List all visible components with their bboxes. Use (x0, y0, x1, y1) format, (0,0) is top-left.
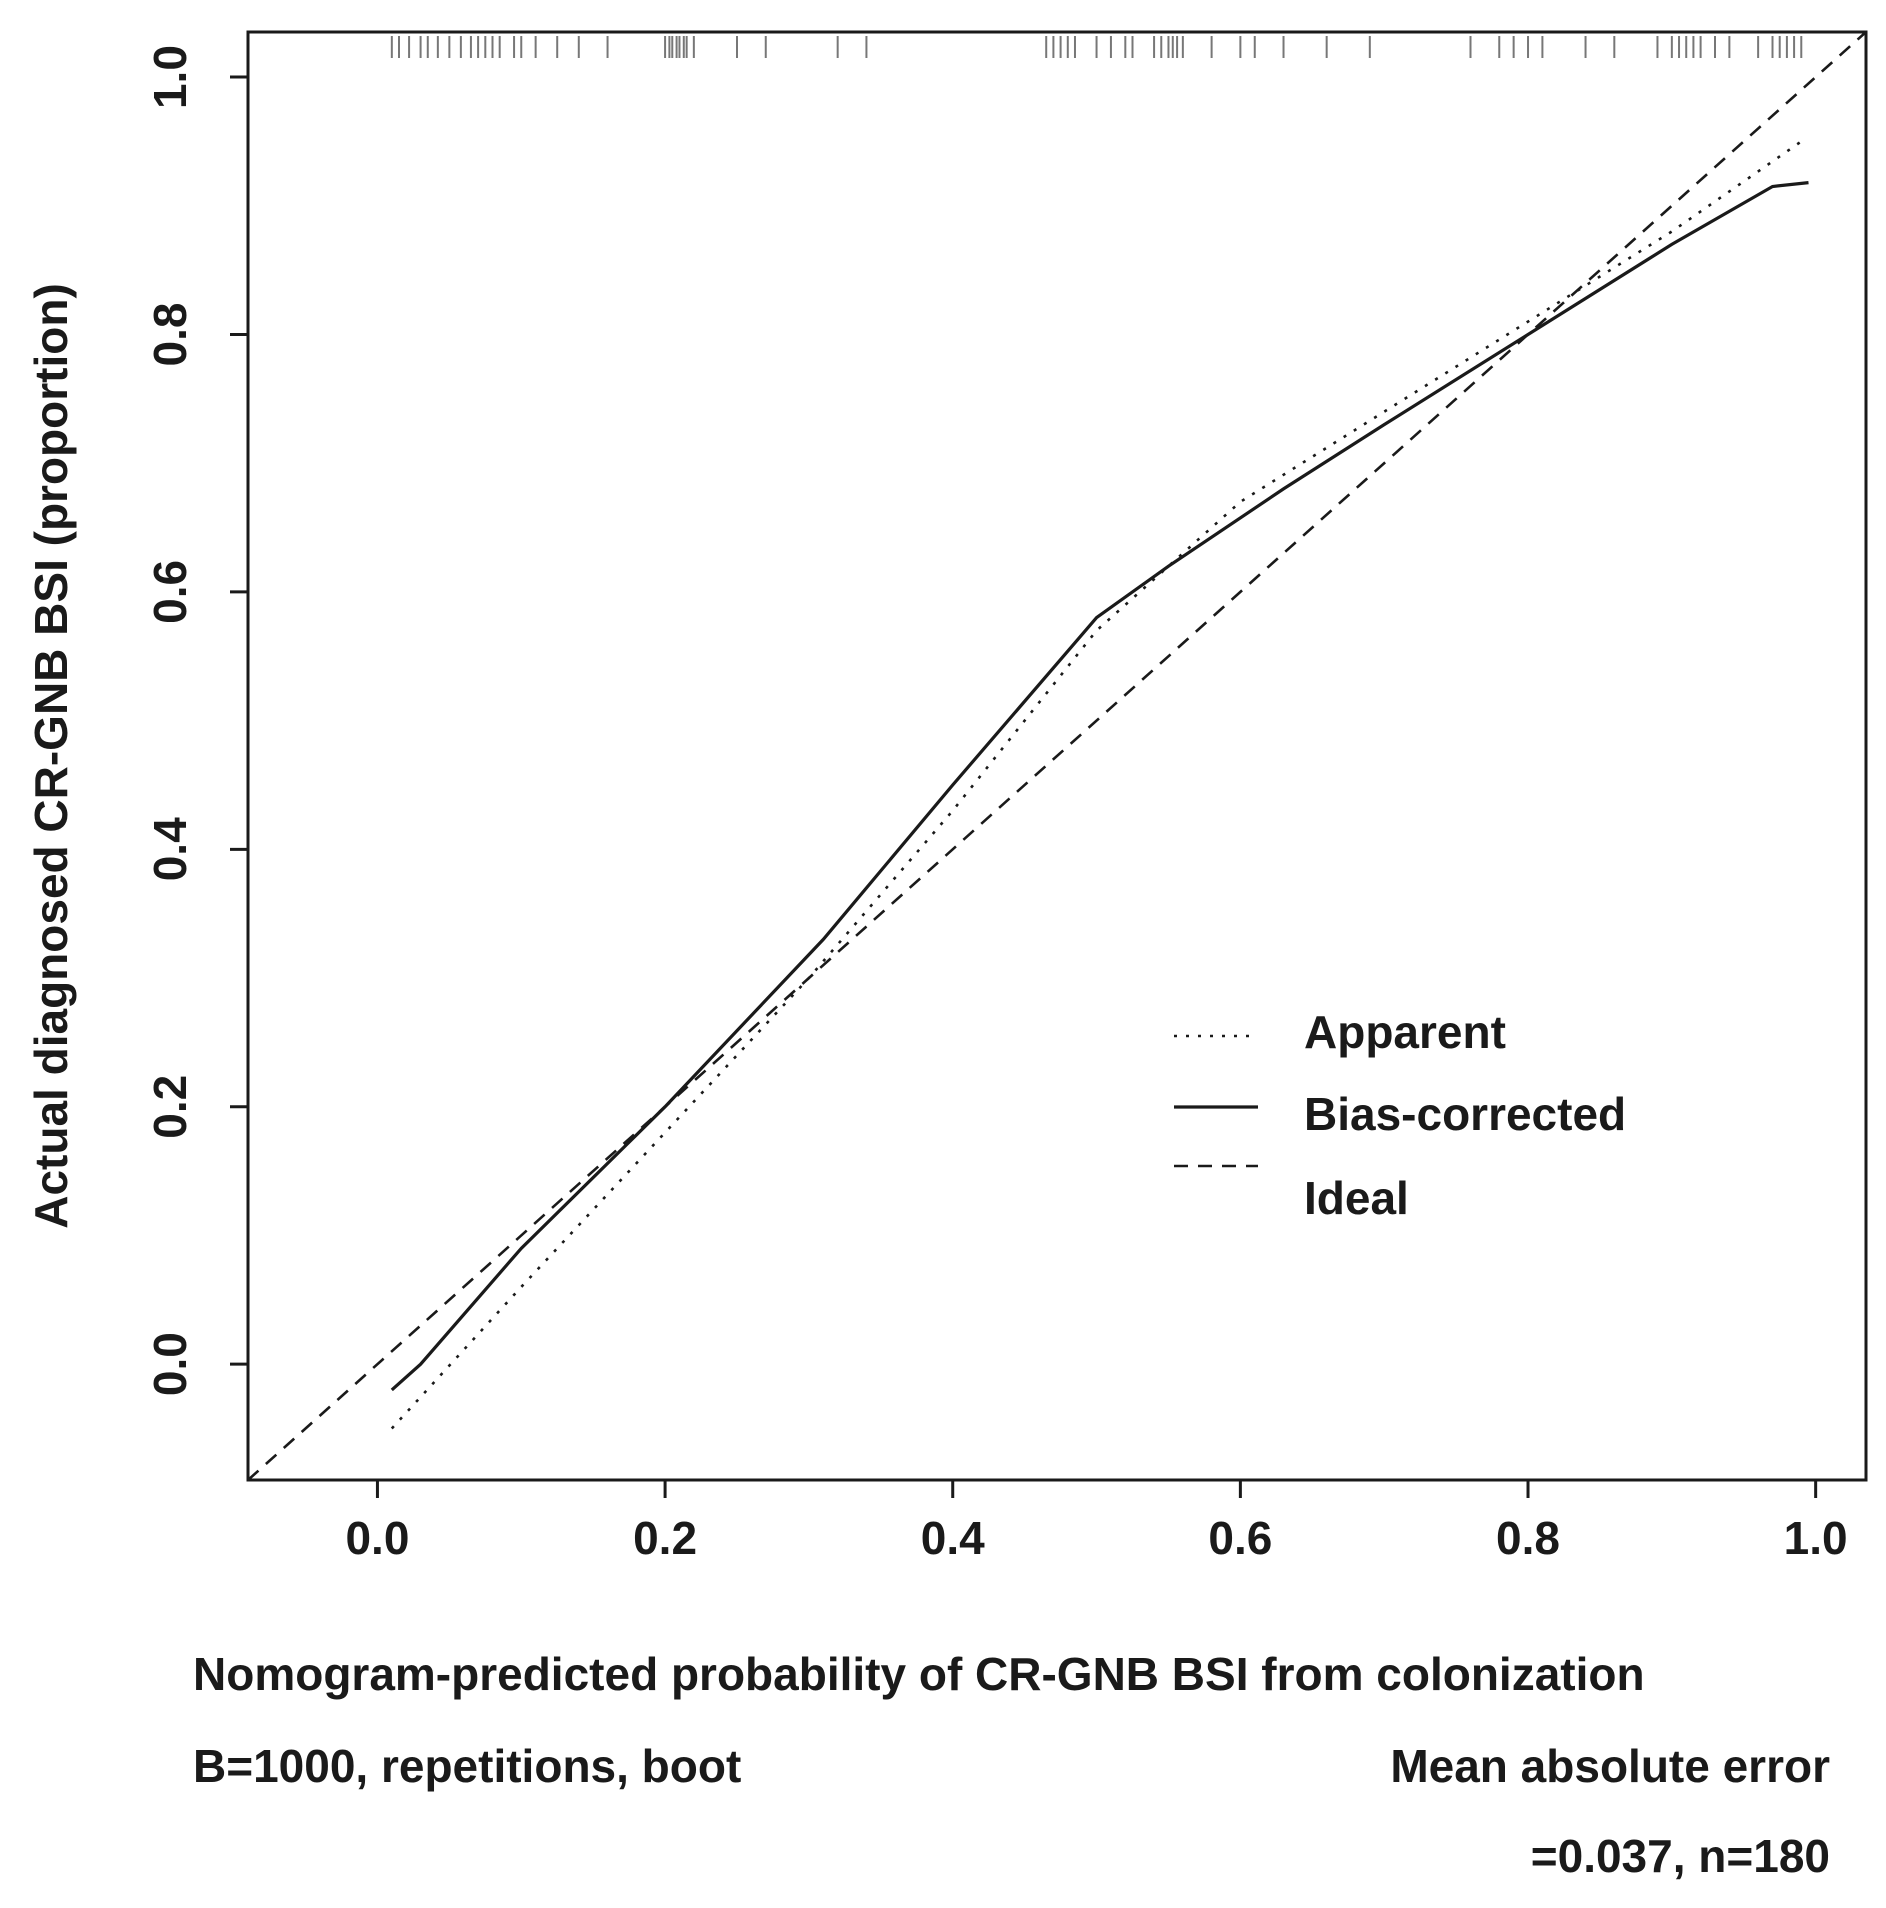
y-tick-label: 0.0 (144, 1332, 196, 1396)
y-tick-label: 0.4 (144, 817, 196, 881)
y-tick-label: 0.8 (144, 302, 196, 366)
footer-right-text-line1: Mean absolute error (1390, 1740, 1830, 1792)
footer-left-text: B=1000, repetitions, boot (193, 1740, 741, 1792)
series-line-ideal (248, 32, 1866, 1480)
x-tick-label: 0.8 (1496, 1512, 1560, 1564)
x-axis-title: Nomogram-predicted probability of CR-GNB… (193, 1648, 1645, 1700)
legend-label: Apparent (1304, 1006, 1506, 1058)
series-line-bias-corrected (390, 181, 1809, 1392)
series-lines (248, 32, 1866, 1480)
rug-marks (390, 36, 1803, 58)
y-axis: 0.0 0.2 0.4 0.6 0.8 1.0 (144, 45, 250, 1396)
x-tick-label: 0.0 (345, 1512, 409, 1564)
y-axis-title: Actual diagnosed CR-GNB BSI (proportion) (25, 283, 77, 1229)
legend-label: Bias-corrected (1304, 1088, 1626, 1140)
y-tick-label: 0.6 (144, 560, 196, 624)
x-tick-label: 0.6 (1208, 1512, 1272, 1564)
x-tick-label: 0.4 (921, 1512, 985, 1564)
legend: Apparent Bias-corrected Ideal (1174, 1006, 1626, 1224)
x-tick-label: 0.2 (633, 1512, 697, 1564)
footer-right-text-line2: =0.037, n=180 (1531, 1830, 1830, 1882)
legend-label: Ideal (1304, 1172, 1409, 1224)
x-axis: 0.0 0.2 0.4 0.6 0.8 1.0 (345, 1478, 1848, 1564)
series-line-apparent (390, 140, 1803, 1430)
x-tick-label: 1.0 (1784, 1512, 1848, 1564)
y-tick-label: 1.0 (144, 45, 196, 109)
y-tick-label: 0.2 (144, 1075, 196, 1139)
